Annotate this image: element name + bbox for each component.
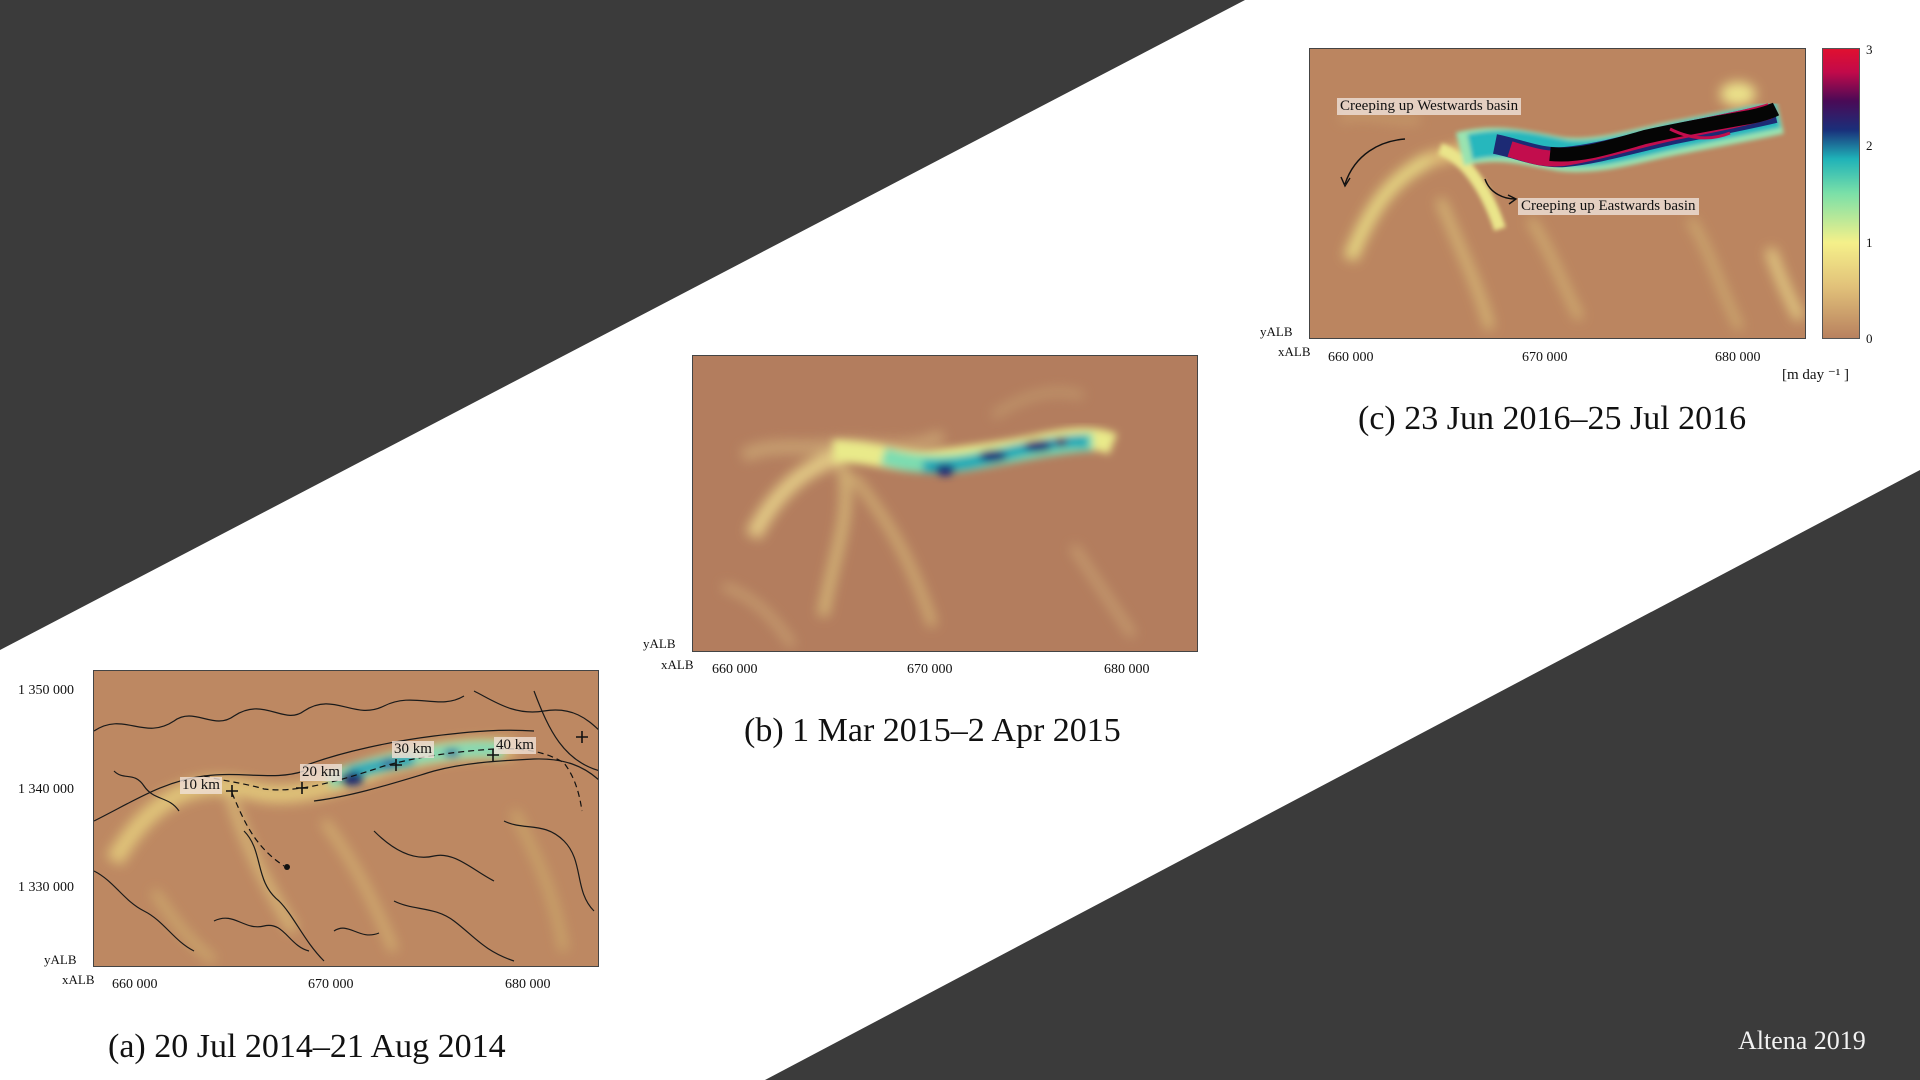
dark-band-top-left: [0, 0, 1245, 650]
km-label-20: 20 km: [300, 764, 342, 781]
colorbar-tick-3: 3: [1866, 42, 1873, 57]
x-tick-b-1: 660 000: [712, 662, 758, 677]
colorbar-unit: [m day ⁻¹ ]: [1782, 367, 1849, 383]
x-axis-label-b: xALB: [661, 657, 694, 672]
caption-a: (a) 20 Jul 2014–21 Aug 2014: [108, 1028, 506, 1065]
caption-c: (c) 23 Jun 2016–25 Jul 2016: [1358, 400, 1747, 437]
y-axis-label-c: yALB: [1260, 324, 1293, 339]
x-tick-a-2: 670 000: [308, 977, 354, 992]
km-label-30: 30 km: [392, 741, 434, 758]
colorbar-tick-0: 0: [1866, 331, 1873, 346]
velocity-map-b: [692, 355, 1198, 652]
colorbar: [1822, 48, 1860, 339]
velocity-map-c: Creeping up Westwards basin Creeping up …: [1309, 48, 1806, 339]
y-tick-a-1: 1 350 000: [18, 683, 74, 698]
arrow-east: [1484, 178, 1516, 200]
velocity-map-a: 10 km 20 km 30 km 40 km: [93, 670, 599, 967]
km-label-40: 40 km: [494, 737, 536, 754]
y-tick-a-3: 1 330 000: [18, 880, 74, 895]
y-tick-a-2: 1 340 000: [18, 782, 74, 797]
annotation-east: Creeping up Eastwards basin: [1518, 198, 1699, 215]
annotation-west: Creeping up Westwards basin: [1337, 98, 1522, 115]
credit-text: Altena 2019: [1738, 1026, 1866, 1055]
x-tick-c-1: 660 000: [1328, 350, 1374, 365]
x-axis-label-c: xALB: [1278, 344, 1311, 359]
centerline-a: [203, 748, 583, 812]
x-tick-a-1: 660 000: [112, 977, 158, 992]
y-axis-label-a: yALB: [44, 952, 77, 967]
x-tick-a-3: 680 000: [505, 977, 551, 992]
x-tick-c-3: 680 000: [1715, 350, 1761, 365]
dark-band-bottom-right: [765, 470, 1920, 1080]
x-tick-b-3: 680 000: [1104, 662, 1150, 677]
x-axis-label-a: xALB: [62, 972, 95, 987]
x-tick-c-2: 670 000: [1522, 350, 1568, 365]
x-tick-b-2: 670 000: [907, 662, 953, 677]
colorbar-tick-2: 2: [1866, 138, 1873, 153]
km-label-10: 10 km: [180, 777, 222, 794]
colorbar-tick-1: 1: [1866, 235, 1873, 250]
caption-b: (b) 1 Mar 2015–2 Apr 2015: [744, 712, 1121, 749]
y-axis-label-b: yALB: [643, 636, 676, 651]
distance-markers-a: [226, 731, 588, 797]
glacier-outlines-a: [94, 690, 598, 962]
arrow-west: [1344, 138, 1406, 185]
